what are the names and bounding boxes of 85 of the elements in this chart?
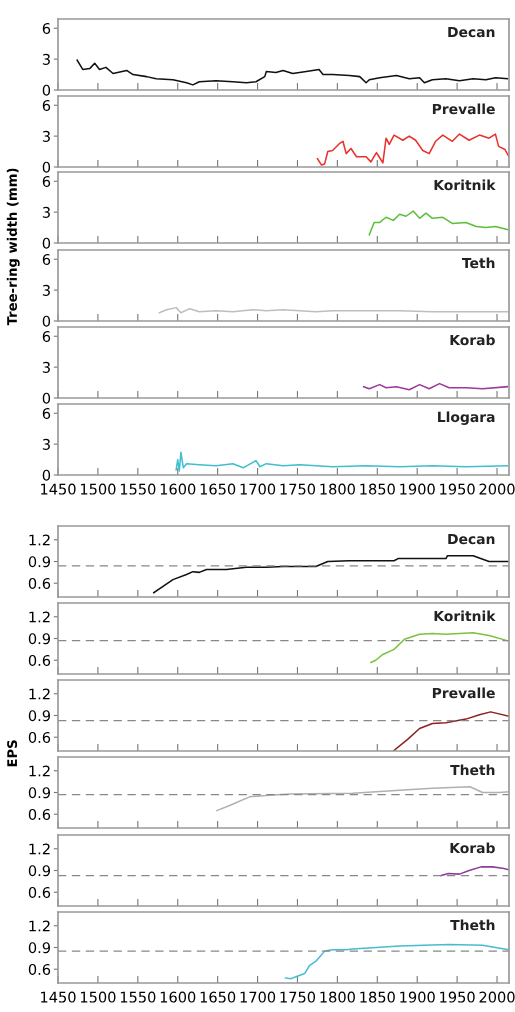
y-tick-label: 0.9 bbox=[28, 633, 51, 645]
y-tick-label: 0.9 bbox=[28, 942, 51, 954]
x-tick-label: 1900 bbox=[400, 991, 435, 1003]
x-tick-label: 1600 bbox=[160, 991, 196, 1003]
line-series bbox=[368, 210, 509, 236]
y-tick-label: 0.6 bbox=[28, 577, 51, 589]
line-series bbox=[76, 59, 509, 86]
x-tick-label: 1650 bbox=[200, 483, 236, 495]
chart-title: Korab bbox=[450, 334, 495, 346]
chart-title: Teth bbox=[461, 257, 495, 269]
text: Llogara bbox=[438, 411, 495, 425]
x-tick-label: 1750 bbox=[280, 991, 316, 1003]
line-series bbox=[175, 451, 509, 472]
x-tick-label: 1450 bbox=[41, 483, 76, 495]
y-tick-label: 6 bbox=[42, 22, 51, 35]
y-tick-label: 0 bbox=[42, 469, 51, 481]
y-tick-label: 6 bbox=[42, 330, 51, 343]
y-tick-label: 0 bbox=[42, 84, 51, 96]
y-tick-label: 0 bbox=[42, 392, 51, 404]
chart-title: Koritnik bbox=[434, 179, 496, 191]
y-tick-label: 0.6 bbox=[28, 654, 51, 666]
x-tick-label: 1800 bbox=[320, 483, 355, 495]
x-tick-label: 1550 bbox=[120, 991, 156, 1003]
x-tick-label: 2000 bbox=[479, 991, 515, 1003]
y-tick-label: 1.2 bbox=[29, 920, 50, 932]
x-tick-label: 1700 bbox=[240, 991, 276, 1003]
y-tick-label: 3 bbox=[42, 53, 50, 65]
x-tick-label: 1650 bbox=[200, 991, 236, 1003]
y-tick-label: 1.2 bbox=[29, 611, 50, 623]
x-tick-label: 2000 bbox=[479, 483, 515, 495]
x-tick-label: 1850 bbox=[360, 483, 395, 495]
chart-title: Korab bbox=[450, 842, 495, 854]
y-tick-label: 0.9 bbox=[28, 787, 51, 799]
chart-title: Prevalle bbox=[432, 103, 495, 115]
y-tick-label: 0.9 bbox=[28, 710, 51, 722]
y-tick-label: 6 bbox=[42, 99, 51, 112]
line-series bbox=[392, 711, 509, 751]
y-tick-label: 0 bbox=[42, 315, 51, 327]
x-tick-label: 1950 bbox=[440, 483, 475, 495]
x-tick-label: 1850 bbox=[360, 991, 395, 1003]
y-tick-label: 1.2 bbox=[29, 688, 50, 700]
line-series bbox=[440, 866, 509, 877]
y-tick-label: 1.2 bbox=[29, 843, 50, 855]
chart-title: Theth bbox=[450, 919, 495, 931]
x-tick-label: 1600 bbox=[160, 483, 196, 495]
x-tick-label: 1950 bbox=[440, 991, 475, 1003]
y-axis-title: Tree-ring width (mm) bbox=[6, 168, 20, 326]
chart-title: Theth bbox=[450, 764, 495, 776]
y-tick-label: 6 bbox=[42, 407, 51, 420]
y-axis-title: EPS bbox=[7, 740, 18, 767]
y-tick-label: 6 bbox=[42, 253, 51, 266]
y-tick-label: 0.6 bbox=[28, 808, 51, 820]
chart-title: Decan bbox=[448, 533, 495, 545]
line-series bbox=[362, 382, 509, 391]
y-tick-label: 0.6 bbox=[28, 731, 51, 743]
y-tick-label: 0.9 bbox=[28, 865, 51, 877]
y-tick-label: 3 bbox=[42, 438, 50, 450]
line-series bbox=[216, 785, 509, 812]
x-tick-label: 1700 bbox=[240, 483, 276, 495]
y-tick-label: 6 bbox=[42, 175, 51, 188]
y-tick-label: 3 bbox=[42, 130, 50, 142]
x-tick-label: 1900 bbox=[400, 483, 435, 495]
y-tick-label: 3 bbox=[42, 361, 50, 373]
y-tick-label: 0.9 bbox=[28, 556, 51, 568]
y-tick-label: 0.6 bbox=[28, 963, 51, 975]
chart-title: Koritnik bbox=[434, 610, 496, 622]
x-tick-label: 1550 bbox=[120, 483, 156, 495]
y-tick-label: 3 bbox=[42, 206, 50, 218]
x-tick-label: 1500 bbox=[80, 483, 116, 495]
line-series bbox=[370, 631, 509, 664]
y-tick-label: 0 bbox=[42, 161, 51, 173]
y-tick-label: 0.6 bbox=[28, 886, 51, 898]
x-tick-label: 1500 bbox=[80, 991, 116, 1003]
line-series bbox=[153, 554, 509, 594]
chart-title: Prevalle bbox=[432, 687, 495, 699]
y-tick-label: 3 bbox=[42, 284, 50, 296]
x-tick-label: 1450 bbox=[41, 991, 76, 1003]
y-tick-label: 0 bbox=[42, 237, 51, 249]
line-series bbox=[284, 943, 509, 980]
y-tick-label: 1.2 bbox=[29, 765, 50, 777]
chart-title: Decan bbox=[448, 26, 495, 38]
y-tick-label: 1.2 bbox=[29, 534, 50, 546]
x-tick-label: 1750 bbox=[280, 483, 316, 495]
x-tick-label: 1800 bbox=[320, 991, 355, 1003]
line-series bbox=[316, 133, 509, 166]
